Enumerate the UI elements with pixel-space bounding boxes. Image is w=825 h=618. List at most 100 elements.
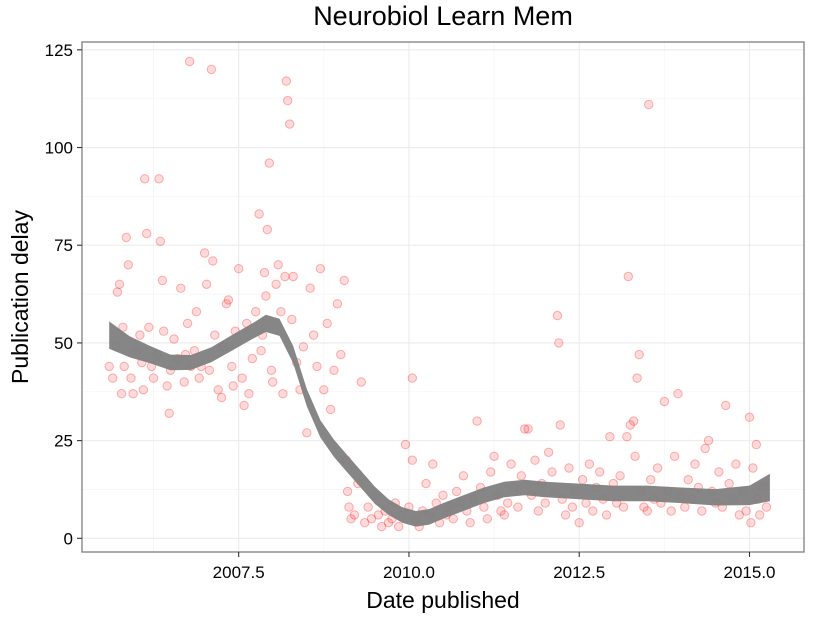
data-point (116, 389, 127, 399)
x-tick-label: 2007.5 (213, 563, 265, 582)
data-point (281, 76, 291, 86)
data-point (261, 291, 271, 301)
data-point (315, 264, 326, 274)
data-point (632, 373, 642, 383)
data-point (618, 502, 629, 512)
data-point (144, 322, 154, 332)
data-point (251, 307, 261, 317)
data-point (482, 514, 492, 524)
data-point (690, 459, 700, 469)
data-point (533, 506, 544, 516)
data-point (262, 224, 272, 235)
data-point (298, 342, 309, 352)
data-point (731, 459, 741, 469)
y-tick-label: 0 (64, 529, 73, 548)
data-point (724, 478, 734, 489)
data-point (673, 389, 683, 399)
data-point (377, 521, 387, 532)
data-point (162, 381, 172, 391)
data-point (259, 267, 270, 278)
data-point (332, 299, 343, 309)
data-point (366, 514, 377, 524)
data-point (629, 416, 639, 426)
data-point (164, 408, 174, 418)
data-point (227, 361, 237, 372)
data-point (639, 502, 649, 512)
data-point (271, 279, 281, 289)
data-point (472, 416, 482, 426)
data-point (516, 471, 526, 481)
data-point (191, 307, 202, 317)
data-point (451, 486, 462, 497)
data-point (360, 518, 370, 528)
data-point (339, 275, 349, 286)
data-point (273, 260, 283, 270)
data-point (623, 271, 633, 282)
data-point (114, 279, 125, 289)
data-point (564, 463, 574, 473)
data-point (237, 373, 247, 383)
x-axis-title: Date published (366, 587, 519, 613)
data-point (584, 459, 595, 469)
data-point (123, 260, 134, 270)
data-point (179, 377, 189, 387)
data-point (513, 502, 523, 512)
data-point (319, 385, 329, 395)
data-point (646, 475, 656, 485)
data-point (329, 365, 339, 375)
data-point (223, 295, 234, 305)
data-point (244, 389, 254, 399)
data-point (308, 330, 319, 340)
data-point (438, 490, 448, 500)
data-point (554, 338, 564, 348)
data-point (697, 506, 707, 516)
y-tick-label: 50 (54, 334, 73, 353)
data-point (543, 447, 554, 457)
data-point (421, 478, 431, 489)
data-point (210, 330, 220, 340)
data-point (407, 373, 417, 383)
data-point (659, 396, 670, 407)
data-point (683, 475, 693, 485)
data-point (239, 400, 249, 411)
data-point (458, 471, 469, 481)
y-axis-ticks: 0 25 50 75 100 125 (45, 41, 82, 548)
data-point (184, 56, 195, 67)
data-point (140, 174, 150, 184)
data-point (108, 373, 118, 383)
data-point (142, 228, 152, 239)
data-point (625, 420, 635, 430)
data-point (486, 467, 496, 477)
data-point (506, 459, 516, 469)
data-point (201, 279, 212, 289)
y-tick-label: 125 (45, 41, 73, 60)
data-point (642, 506, 652, 516)
data-point (138, 385, 149, 395)
data-point (383, 518, 394, 528)
data-point (278, 389, 288, 399)
data-point (363, 502, 373, 512)
data-point (428, 459, 438, 469)
data-point (605, 432, 615, 442)
y-axis-title: Publication delay (7, 210, 33, 384)
data-point (208, 256, 218, 266)
data-point (666, 506, 676, 516)
data-point (305, 283, 315, 293)
data-point (169, 334, 179, 344)
data-point (285, 119, 295, 129)
data-point (344, 502, 354, 512)
y-tick-label: 75 (54, 236, 73, 255)
data-point (283, 95, 293, 106)
data-point (581, 498, 591, 508)
data-point (652, 463, 663, 473)
data-point (394, 521, 404, 532)
data-point (601, 510, 612, 520)
x-axis-ticks: 2007.5 2010.0 2012.5 2015.0 (213, 552, 776, 582)
data-point (744, 412, 755, 422)
data-point (746, 518, 756, 528)
data-point (499, 510, 509, 520)
data-point (128, 389, 138, 399)
data-point (680, 502, 690, 512)
data-point (741, 506, 751, 516)
